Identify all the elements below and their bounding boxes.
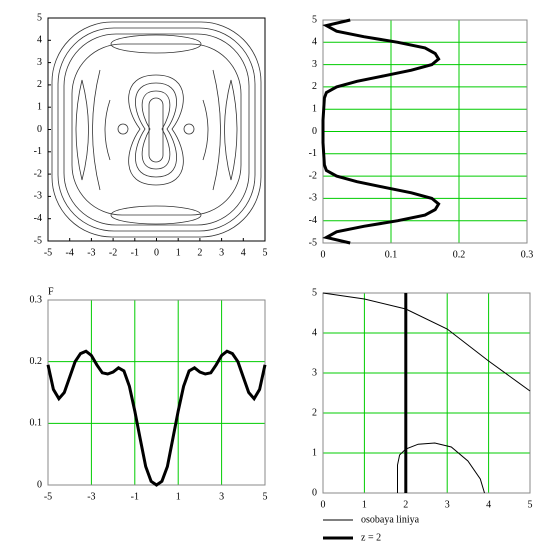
contour — [63, 33, 250, 226]
x-tick-label: 0 — [321, 249, 326, 260]
x-tick-label: -4 — [66, 247, 74, 258]
contour — [71, 43, 242, 216]
y-tick-label: -1 — [34, 146, 42, 157]
y-tick-label: 5 — [312, 287, 317, 298]
x-tick-label: 5 — [263, 491, 268, 502]
x-tick-label: 0 — [321, 499, 326, 510]
y-tick-label: -1 — [309, 148, 317, 159]
y-tick-label: -4 — [309, 215, 317, 226]
plot-frame — [322, 292, 531, 494]
contour — [110, 205, 202, 225]
y-tick-label: 0.2 — [30, 356, 43, 367]
y-tick-label: -3 — [309, 193, 317, 204]
y-tick-label: 3 — [37, 57, 42, 68]
contour — [148, 97, 164, 163]
y-tick-label: -5 — [34, 235, 42, 246]
y-tick-label: 5 — [37, 12, 42, 23]
x-tick-label: 1 — [176, 491, 181, 502]
x-tick-label: 0.3 — [521, 249, 534, 260]
contour — [110, 34, 202, 54]
contour — [128, 74, 184, 186]
profile-line — [321, 18, 441, 245]
contour — [183, 123, 195, 135]
contour — [92, 69, 101, 191]
y-tick-label: 3 — [312, 367, 317, 378]
y-tick-label: 1 — [312, 447, 317, 458]
y-tick-label: 3 — [312, 59, 317, 70]
x-tick-label: -3 — [87, 247, 95, 258]
x-tick-label: -3 — [87, 491, 95, 502]
y-tick-label: 2 — [37, 79, 42, 90]
y-tick-label: 2 — [312, 407, 317, 418]
y-tick-label: -2 — [34, 168, 42, 179]
y-tick-label: 4 — [37, 35, 42, 46]
y-tick-label: 1 — [37, 101, 42, 112]
x-tick-label: 1 — [176, 247, 181, 258]
y-tick-label: 5 — [312, 14, 317, 25]
y-tick-label: 4 — [312, 37, 317, 48]
y-tick-label: -2 — [309, 170, 317, 181]
y-tick-label: 0.1 — [30, 418, 43, 429]
y-tick-label: 0 — [37, 124, 42, 135]
contour — [75, 79, 89, 181]
legend-label: osobaya liniya — [361, 514, 420, 525]
contour — [224, 79, 238, 181]
plot-frame — [47, 17, 266, 242]
contour — [141, 90, 171, 170]
x-tick-label: 3 — [219, 491, 224, 502]
y-tick-label: -4 — [34, 213, 42, 224]
x-tick-label: 2 — [403, 499, 408, 510]
contour — [212, 69, 221, 191]
y-tick-label: 0.3 — [30, 294, 43, 305]
y-axis-label: F — [48, 286, 54, 297]
y-tick-label: 0 — [37, 479, 42, 490]
x-tick-label: 2 — [197, 247, 202, 258]
x-tick-label: 4 — [486, 499, 491, 510]
x-tick-label: 3 — [219, 247, 224, 258]
x-tick-label: 0 — [154, 247, 159, 258]
y-tick-label: 0 — [312, 126, 317, 137]
x-tick-label: -2 — [109, 247, 117, 258]
x-tick-label: 3 — [445, 499, 450, 510]
contour — [51, 21, 262, 238]
x-tick-label: -1 — [131, 247, 139, 258]
y-tick-label: -5 — [309, 237, 317, 248]
x-tick-label: 5 — [263, 247, 268, 258]
x-tick-label: 5 — [528, 499, 533, 510]
x-tick-label: 1 — [362, 499, 367, 510]
y-tick-label: 2 — [312, 81, 317, 92]
contour — [117, 123, 129, 135]
legend-label: z = 2 — [361, 532, 381, 543]
x-tick-label: 4 — [241, 247, 246, 258]
contour-lines — [51, 21, 262, 238]
series-line — [46, 349, 267, 487]
y-tick-label: 1 — [312, 103, 317, 114]
y-tick-label: -3 — [34, 191, 42, 202]
x-tick-label: -1 — [131, 491, 139, 502]
x-tick-label: -5 — [44, 247, 52, 258]
series-line — [322, 292, 531, 494]
x-tick-label: 0.1 — [385, 249, 398, 260]
contour — [104, 99, 111, 161]
y-tick-label: 0 — [312, 487, 317, 498]
x-tick-label: -5 — [44, 491, 52, 502]
x-tick-label: 0.2 — [453, 249, 466, 260]
contour — [135, 82, 177, 178]
contour — [202, 99, 209, 161]
y-tick-label: 4 — [312, 327, 317, 338]
contour — [57, 27, 256, 232]
